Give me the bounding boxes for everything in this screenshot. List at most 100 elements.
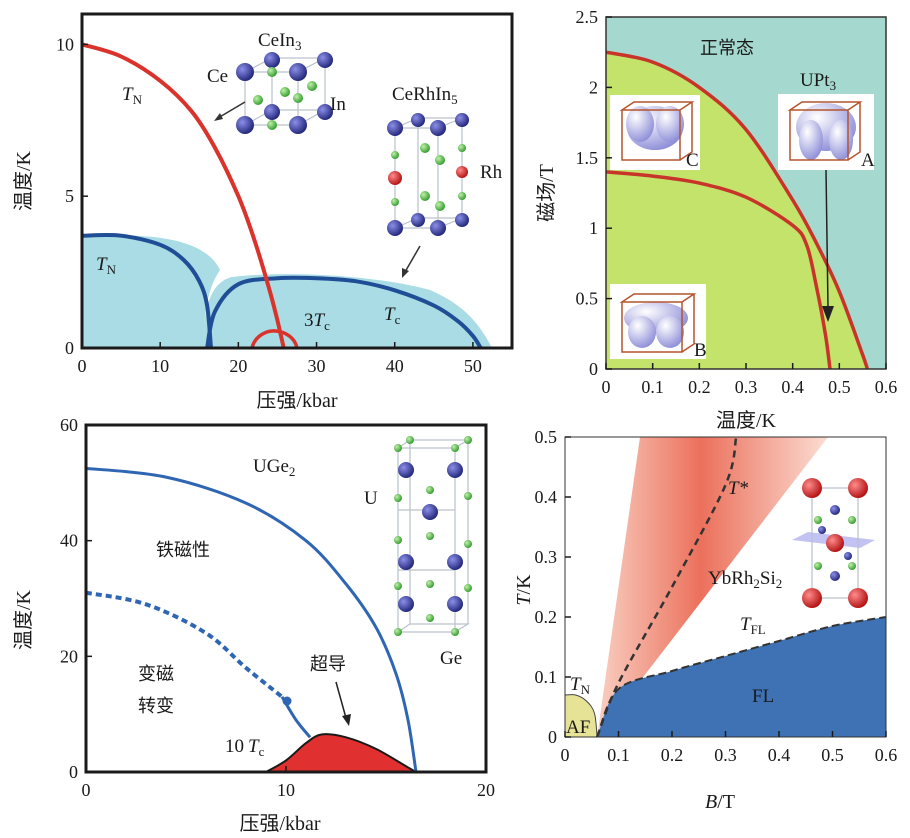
tfl-label: TFL: [740, 614, 766, 637]
tn-cerhin5-region: [82, 235, 220, 348]
y-tick-label: 0.5: [576, 289, 599, 309]
phase-a-inset: [778, 94, 874, 170]
x-tick-label: 0.4: [768, 745, 791, 765]
y-tick-label: 1: [589, 218, 598, 238]
curie-line: [86, 466, 418, 772]
y-axis-label: 温度/K: [12, 150, 35, 211]
axis-ticks: 0 10 20 0 20 40 60: [60, 415, 495, 800]
hc2-line: [606, 50, 869, 369]
x-tick-label: 0: [561, 745, 570, 765]
x-tick-label: 0.6: [875, 745, 898, 765]
x-tick-label: 0.1: [607, 745, 630, 765]
superconductor-label: 超导: [310, 654, 346, 675]
x-tick-label: 0: [82, 780, 91, 800]
fl-label: FL: [752, 686, 774, 707]
ge-label: Ge: [440, 648, 462, 669]
x-tick-label: 50: [464, 356, 482, 376]
panel-upt3: 正常态 UPt3 A B C 0 0.1 0.2 0.3 0.4 0.5 0.6 0 0.5 1 1…: [535, 7, 897, 432]
ce-pointer-arrow: [217, 101, 246, 119]
3tc-cein3-line: [250, 329, 299, 348]
tn-cein3-line: [82, 42, 286, 348]
rh-label: Rh: [480, 162, 503, 183]
axis-ticks: 0 0.1 0.2 0.3 0.4 0.5 0.6 0 0.1 0.2 0.3 0.4 0.5: [535, 427, 898, 765]
x-tick-label: 10: [277, 780, 295, 800]
y-tick-label: 0.4: [535, 487, 558, 507]
fermi-liquid-region: [597, 617, 886, 737]
phase-b-label: B: [694, 340, 707, 361]
ybrh2si2-crystal-icon: [792, 478, 875, 608]
panel-uge2: UGe2 U Ge 铁磁性 变磁 转变 超导 10 Tc 0 10 20 0 20 40 60…: [12, 415, 495, 835]
metamagnetic-label-1: 变磁: [138, 664, 174, 685]
y-tick-label: 0.5: [535, 427, 558, 447]
compound-label: UGe2: [253, 456, 295, 479]
x-tick-label: 30: [308, 356, 326, 376]
x-tick-label: 0.1: [641, 377, 664, 397]
x-tick-label: 20: [229, 356, 247, 376]
normal-state-label: 正常态: [700, 38, 754, 59]
af-label: AF: [566, 717, 590, 738]
tfl-line: [596, 616, 886, 737]
panel-ybrh2si2: T* YbRh2Si2 TFL TN AF FL 0 0.1 0.2 0.3 0.4 0.…: [513, 427, 897, 813]
ce-arrowhead: [214, 113, 223, 121]
x-tick-label: 0.2: [661, 745, 684, 765]
field-sweep-arrow: [825, 169, 829, 309]
x-tick-label: 0.4: [781, 377, 804, 397]
x-tick-label: 0.2: [688, 377, 711, 397]
arrowhead: [342, 714, 351, 726]
3tc-label: 3Tc: [304, 310, 330, 333]
frame: [84, 423, 488, 774]
y-axis-label: 温度/K: [12, 589, 35, 650]
y-tick-label: 1.5: [576, 148, 599, 168]
compound-label: YbRh2Si2: [708, 568, 782, 591]
y-tick-label: 20: [60, 646, 78, 666]
x-tick-label: 0.6: [875, 377, 898, 397]
y-axis-label: 磁场/T: [535, 164, 558, 222]
x-tick-label: 0: [602, 377, 611, 397]
y-tick-label: 0: [69, 762, 78, 782]
axis-ticks: 0 0.1 0.2 0.3 0.4 0.5 0.6 0 0.5 1 1.5 2 2.5: [576, 7, 898, 397]
tc-label: Tc: [384, 304, 401, 327]
tn-main-label: TN: [122, 84, 143, 107]
y-tick-label: 2.5: [576, 7, 599, 27]
y-tick-label: 40: [60, 531, 78, 551]
compound2-label: CeRhIn5: [392, 84, 458, 107]
ferromagnetic-label: 铁磁性: [156, 540, 210, 561]
tn-inner-label: TN: [96, 254, 117, 277]
y-tick-label: 0: [65, 338, 74, 358]
metamagnetic-dashed-line: [86, 590, 284, 699]
x-tick-label: 0: [78, 356, 87, 376]
y-tick-label: 0.1: [535, 667, 558, 687]
arrowhead: [822, 306, 834, 322]
panel-cein3: CeIn3 CeRhIn5 Ce In Rh TN TN 3Tc Tc 0 10 2…: [12, 12, 514, 412]
x-tick-label: 0.5: [821, 745, 844, 765]
uge2-crystal-icon: [394, 436, 472, 636]
tstar-line: [595, 437, 738, 737]
y-tick-label: 0: [589, 359, 598, 379]
y-tick-label: 2: [589, 77, 598, 97]
tstar-label: T*: [728, 478, 749, 499]
x-tick-label: 0.3: [714, 745, 737, 765]
phase-b-inset: [610, 284, 706, 359]
y-tick-label: 0.2: [535, 607, 558, 627]
u-label: U: [364, 488, 378, 509]
superconductor-pointer: [335, 681, 347, 719]
phase-a-label: A: [861, 150, 875, 171]
10tc-label: 10 Tc: [225, 736, 265, 759]
ce-label: Ce: [207, 66, 228, 87]
tc-cerhin5-line: [205, 275, 483, 348]
y-axis-label: T/K: [513, 574, 535, 606]
cerhin5-pointer-arrow: [404, 245, 421, 273]
tc-cerhin5-region: [203, 274, 492, 348]
tstar-crossover-fan: [597, 437, 828, 737]
compound-label: CeIn3: [258, 30, 301, 53]
in-label: In: [330, 94, 346, 115]
x-tick-label: 20: [477, 780, 495, 800]
y-tick-label: 60: [60, 415, 78, 435]
metamagnetic-label-2: 转变: [138, 696, 174, 717]
phase-c-inset: [610, 95, 700, 170]
phase-c-label: C: [686, 150, 699, 171]
x-axis-label: 压强/kbar: [239, 813, 320, 835]
compound-label: UPt3: [800, 70, 836, 93]
x-tick-label: 10: [151, 356, 169, 376]
